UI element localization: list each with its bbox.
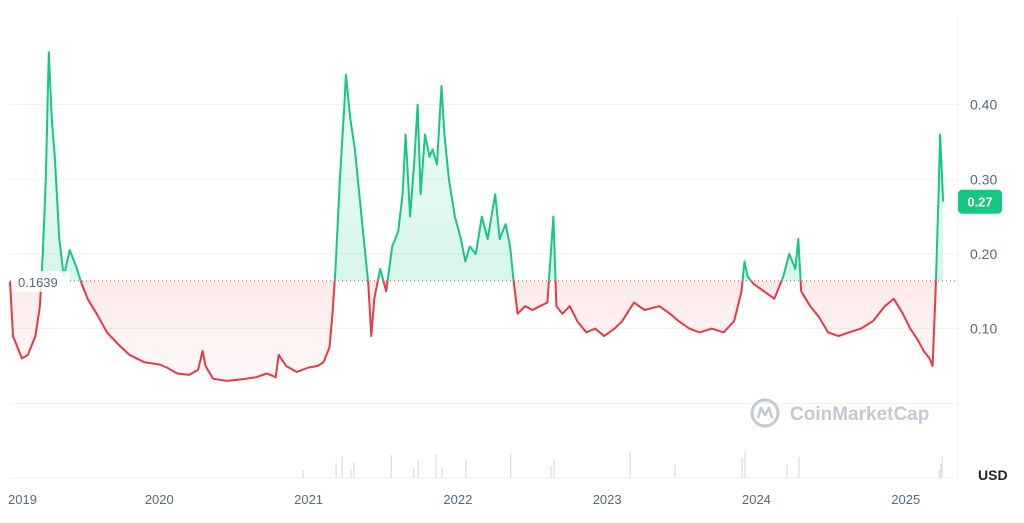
watermark-text: CoinMarketCap (790, 404, 929, 425)
y-tick-label: 0.20 (970, 246, 997, 262)
volume-bar (390, 455, 392, 478)
volume-bar (335, 463, 337, 478)
price-line (9, 51, 945, 382)
y-tick-label: 0.10 (970, 321, 997, 337)
volume-bar (941, 456, 943, 478)
y-axis-ticks: 0.40 0.30 0.20 0.10 (970, 97, 997, 337)
x-tick-label: 2019 (8, 492, 37, 507)
x-tick-label: 2023 (593, 492, 622, 507)
volume-bar (786, 464, 788, 478)
x-tick-label: 2021 (294, 492, 323, 507)
x-tick-label: 2022 (443, 492, 472, 507)
x-tick-label: 2025 (891, 492, 920, 507)
volume-bar (510, 453, 512, 478)
current-price-badge: 0.27 (958, 189, 1002, 214)
volume-bar (940, 463, 942, 478)
current-price-text: 0.27 (967, 195, 992, 210)
x-tick-label: 2020 (145, 492, 174, 507)
coinmarketcap-logo-icon (750, 398, 780, 428)
y-tick-label: 0.30 (970, 171, 997, 187)
x-tick-label: 2024 (742, 492, 771, 507)
volume-bar (744, 451, 746, 478)
coinmarketcap-watermark: CoinMarketCap (750, 398, 929, 428)
line-below-baseline (9, 280, 937, 382)
volume-bar (741, 458, 743, 478)
volume-bar (341, 456, 343, 478)
price-area (10, 52, 944, 381)
volume-bar (674, 465, 676, 478)
volume-bar (550, 466, 552, 478)
volume-bar (417, 461, 419, 478)
baseline-price-text: 0.1639 (18, 275, 58, 290)
area-below-baseline (10, 280, 936, 381)
volume-bar (465, 460, 467, 478)
baseline-price-label: 0.1639 (12, 270, 70, 292)
volume-bar (441, 467, 443, 478)
volume-bar (350, 469, 352, 478)
volume-bar (353, 462, 355, 478)
volume-bars (302, 451, 943, 478)
y-tick-label: 0.40 (970, 97, 997, 113)
volume-bar (938, 470, 940, 478)
volume-bar (798, 457, 800, 478)
x-axis-ticks: 2019 2020 2021 2022 2023 2024 2025 (8, 492, 920, 507)
volume-bar (629, 452, 631, 478)
volume-bar (435, 454, 437, 478)
volume-bar (413, 468, 415, 478)
volume-bar (302, 470, 304, 478)
volume-bar (553, 459, 555, 478)
line-above-baseline (40, 51, 945, 281)
currency-label: USD (978, 467, 1008, 483)
